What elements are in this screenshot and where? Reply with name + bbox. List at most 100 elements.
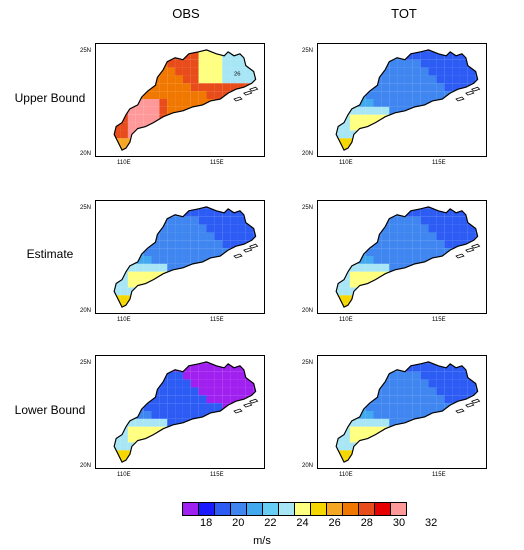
map-grid-cell [114,411,121,419]
map-grid-cell [349,450,358,459]
map-grid-cell [253,426,256,435]
map-grid-cell [206,83,215,92]
map-grid-cell [444,146,453,151]
lat-label-20n: 20N [302,151,314,157]
map-grid-cell [381,256,390,264]
map-grid-cell [381,206,390,209]
map-grid-cell [357,99,366,107]
map-grid-cell [365,256,374,264]
map-grid-cell [96,411,104,419]
map-grid-cell [318,123,326,131]
map-grid-cell [262,395,264,403]
map-grid-cell [459,450,468,459]
map-grid-cell [222,411,231,419]
map-grid-cell [96,99,104,107]
map-grid-cell [120,395,128,404]
map-grid-cell [127,122,136,131]
map-grid-cell [475,371,478,380]
map-grid-cell [214,271,223,280]
map-grid-cell [237,75,246,84]
lon-label-115e: 115E [210,160,224,166]
map-grid-cell [175,263,183,272]
map-grid-cell [214,418,223,427]
map-grid-cell [467,263,476,272]
map-grid-cell [336,426,343,435]
map-grid-cell [143,146,152,151]
map-grid-cell [159,295,168,304]
map-grid-cell [245,130,254,139]
map-grid-cell [342,154,350,156]
map-grid-cell [198,216,207,225]
map-grid-cell [397,232,405,241]
map-grid-cell [214,426,223,435]
map-grid-cell [365,224,374,233]
map-grid-cell [484,272,486,280]
map-grid-cell [230,154,238,156]
map-grid-cell [349,303,358,308]
map-grid-cell [413,466,421,468]
map-grid-cell [357,75,366,84]
map-grid-cell [143,442,152,451]
map-grid-cell [245,303,254,308]
map-grid-cell [484,217,486,225]
map-grid-cell [326,68,334,76]
map-grid-cell [342,361,350,364]
map-grid-cell [475,361,478,364]
map-grid-cell [397,114,405,123]
map-grid-cell [452,371,460,380]
map-grid-cell [365,295,374,304]
map-grid-cell [326,295,334,303]
lat-label-25n: 25N [302,205,314,211]
map-grid-cell [349,75,358,84]
map-grid-cell [366,311,374,313]
map-grid-cell [182,395,191,404]
map-grid-cell [143,106,152,115]
map-grid-cell [336,216,343,225]
map-grid-cell [413,311,421,313]
map-grid-cell [365,240,374,249]
map-grid-cell [467,363,476,372]
map-grid-cell [143,426,152,435]
lat-label-25n: 25N [302,360,314,366]
map-grid-cell [104,138,112,146]
map-grid-cell [245,75,254,84]
map-grid-cell [318,356,326,364]
colorbar-swatch [279,503,295,515]
lat-label-25n: 25N [80,360,92,366]
map-grid-cell [413,154,421,156]
map-grid-cell [120,154,128,156]
lat-label-20n: 20N [80,308,92,314]
map-grid-cell [262,380,264,388]
map-grid-cell [151,51,160,60]
map-grid-cell [475,442,478,451]
map-grid-cell [175,450,183,459]
map-grid-cell [143,83,152,92]
map-grid-cell [237,263,246,272]
map-grid-cell [365,303,374,308]
map-grid-cell [198,363,207,372]
map-grid-cell [96,130,104,138]
map-grid-cell [467,379,476,388]
map-grid-cell [96,115,104,123]
map-grid-cell [318,380,326,388]
map-grid-cell [167,458,176,463]
map-grid-cell [262,60,264,68]
map-grid-cell [120,256,128,264]
map-grid-cell [349,208,358,217]
map-grid-cell [357,303,366,308]
map-grid-cell [262,450,264,458]
map-grid-cell [127,363,136,372]
map-grid-cell [262,427,264,435]
map-grid-cell [159,442,168,451]
map-grid-cell [230,206,238,209]
map-grid-cell [326,52,334,60]
map-grid-cell [96,107,104,115]
map-grid-cell [96,240,104,248]
map-grid-cell [167,303,176,308]
map-grid-cell [135,403,144,412]
map-grid-cell [206,224,215,233]
map-grid-cell [342,232,350,241]
map-grid-cell [143,361,152,364]
map-grid-cell [444,450,453,459]
map-grid-cell [198,51,207,60]
